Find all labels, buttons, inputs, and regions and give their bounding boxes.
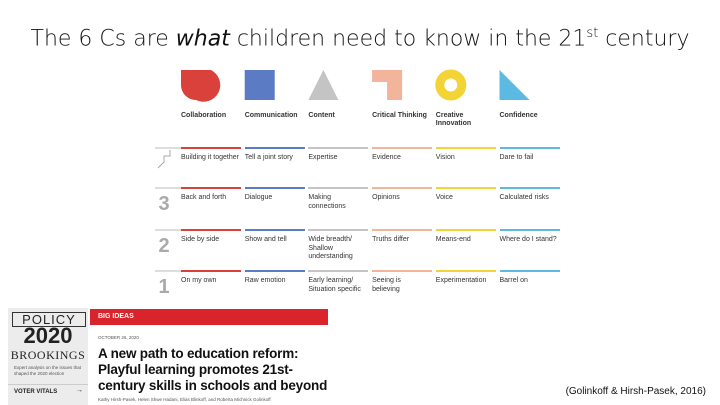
- cell-text: Vision: [435, 154, 455, 161]
- level-number: 2: [158, 235, 170, 257]
- shapes: [157, 69, 530, 169]
- article-date: OCTOBER 26, 2020: [98, 335, 139, 340]
- shape-half-circle: [181, 70, 221, 102]
- cell-text: Voice: [435, 194, 453, 201]
- row-line: [435, 147, 496, 149]
- side-link[interactable]: VOTER VITALS: [14, 389, 58, 395]
- section-label: BIG IDEAS: [98, 313, 134, 320]
- authors: Kathy Hirsh-Pasek, Helen Shwe Hadani, El…: [98, 397, 271, 402]
- row-line: [308, 147, 369, 149]
- step-icon: [157, 150, 171, 169]
- title-text: century: [598, 26, 690, 52]
- row-line: [155, 229, 181, 231]
- row-line: [308, 187, 369, 189]
- cell-text: Means-end: [435, 236, 471, 243]
- series-desc: Expert analysis on the issues that shape…: [14, 365, 82, 376]
- row-line: [499, 187, 560, 189]
- cell-text: Barrel on: [499, 277, 528, 284]
- column-header: Creative Innovation: [435, 112, 472, 127]
- cell-text: Side by side: [181, 236, 220, 243]
- cell-text: Show and tell: [244, 236, 287, 243]
- brookings-panel: POLICY 2020 BROOKINGS Expert analysis on…: [8, 308, 88, 405]
- cell-text: Dare to fail: [499, 154, 534, 161]
- column-header: Communication: [244, 112, 298, 119]
- section-bar: BIG IDEAS: [90, 309, 328, 325]
- title-text: The 6 Cs are: [30, 26, 176, 52]
- cell-text: Truths differ: [372, 236, 410, 243]
- row-line: [244, 229, 305, 231]
- cell-text: On my own: [181, 277, 217, 284]
- shape-right-triangle: [499, 70, 530, 100]
- row-line: [244, 187, 305, 189]
- column-header: Critical Thinking: [372, 112, 427, 119]
- title-emphasis: what: [175, 26, 230, 52]
- row-line: [181, 270, 241, 272]
- row-line: [435, 187, 496, 189]
- title-text: children need to know in the 21: [229, 26, 587, 52]
- row-line: [499, 229, 560, 231]
- cell-text: Experimentation: [435, 277, 487, 284]
- cell-text: Evidence: [372, 154, 401, 161]
- citation: (Golinkoff & Hirsh-Pasek, 2016): [565, 386, 706, 397]
- arrow-icon: →: [76, 387, 83, 394]
- cell-text: Opinions: [372, 194, 400, 201]
- cell-text: Raw emotion: [244, 277, 286, 284]
- level-number: 3: [158, 193, 170, 215]
- divider: [8, 384, 88, 385]
- cell-text: Building it together: [181, 154, 239, 161]
- row-line: [155, 187, 181, 189]
- row-line: [435, 229, 496, 231]
- row-line: [155, 147, 181, 149]
- cell-text: Where do I stand?: [499, 236, 557, 243]
- row-line: [372, 187, 433, 189]
- shape-ring: [435, 69, 467, 101]
- cell-text: Back and forth: [181, 194, 227, 201]
- row-line: [181, 229, 241, 231]
- shape-square: [244, 70, 275, 100]
- series-top: POLICY: [12, 312, 86, 327]
- series-year: 2020: [23, 323, 73, 348]
- shape-corner: [372, 70, 403, 100]
- cell-text: Wide breadth/ Shallow understanding: [308, 236, 353, 260]
- column-header: Content: [308, 112, 335, 119]
- cell-text: Making connections: [308, 194, 346, 210]
- row-line: [155, 270, 181, 272]
- row-line: [181, 187, 241, 189]
- shape-triangle: [308, 70, 339, 100]
- row-line: [499, 147, 560, 149]
- cell-text: Seeing is believing: [372, 277, 401, 293]
- title-sup: st: [586, 26, 599, 41]
- slide-title: The 6 Cs are what children need to know …: [0, 26, 720, 51]
- column-header: Confidence: [499, 112, 538, 119]
- cell-text: Tell a joint story: [244, 154, 293, 161]
- column-header: Collaboration: [181, 112, 227, 119]
- row-line: [181, 147, 241, 149]
- headline: A new path to education reform: Playful …: [98, 346, 328, 393]
- cell-text: Expertise: [308, 154, 338, 161]
- row-line: [372, 229, 433, 231]
- publisher: BROOKINGS: [10, 348, 86, 362]
- row-line: [372, 270, 433, 272]
- level-number: 1: [158, 276, 170, 298]
- row-line: [244, 147, 305, 149]
- row-line: [308, 270, 369, 272]
- row-line: [244, 270, 305, 272]
- row-line: [499, 270, 560, 272]
- cell-text: Dialogue: [244, 194, 273, 201]
- cell-text: Calculated risks: [499, 194, 549, 201]
- cell-text: Early learning/ Situation specific: [308, 277, 361, 293]
- row-line: [435, 270, 496, 272]
- row-line: [372, 147, 433, 149]
- row-line: [308, 229, 369, 231]
